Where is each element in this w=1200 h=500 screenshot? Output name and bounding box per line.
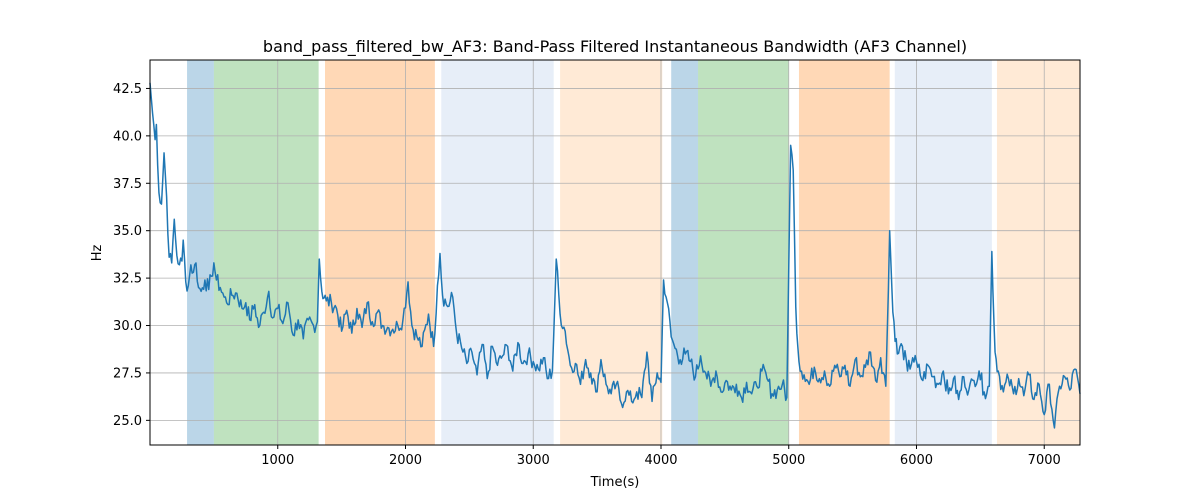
- x-tick-label-3: 3000: [517, 453, 550, 468]
- shaded-interval-4: [441, 60, 554, 445]
- shaded-interval-6: [671, 60, 699, 445]
- x-tick-label-4: 4000: [644, 453, 677, 468]
- shaded-interval-5: [560, 60, 663, 445]
- shaded-interval-7: [698, 60, 789, 445]
- axes-frame: [149, 59, 1081, 446]
- shaded-interval-8: [798, 60, 890, 445]
- chart-title: band_pass_filtered_bw_AF3: Band-Pass Fil…: [263, 37, 967, 57]
- shaded-interval-1: [187, 60, 214, 445]
- x-axis-ticks: 1000 2000 3000 4000 5000 6000 7000: [261, 445, 1061, 468]
- x-tick-label-7: 7000: [1028, 453, 1061, 468]
- shaded-intervals: [187, 60, 1080, 445]
- y-tick-label-7: 40.0: [113, 129, 142, 144]
- y-tick-label-4: 32.5: [113, 272, 142, 287]
- shaded-interval-9: [894, 60, 992, 445]
- y-tick-label-8: 42.5: [113, 82, 142, 97]
- shaded-interval-10: [996, 60, 1080, 445]
- y-axis-label: Hz: [90, 245, 105, 262]
- x-tick-label-6: 6000: [900, 453, 933, 468]
- shaded-interval-2: [213, 60, 319, 445]
- shaded-interval-3: [325, 60, 435, 445]
- y-tick-label-1: 25.0: [113, 414, 142, 429]
- y-tick-label-6: 37.5: [113, 177, 142, 192]
- x-tick-label-5: 5000: [772, 453, 805, 468]
- y-tick-label-5: 35.0: [113, 224, 142, 239]
- x-axis-label: Time(s): [590, 475, 640, 490]
- series-line-group: [149, 82, 1081, 429]
- y-axis-ticks: 25.0 27.5 30.0 32.5 35.0 37.5 40.0 42.5: [113, 82, 150, 429]
- y-tick-label-3: 30.0: [113, 319, 142, 334]
- series-line: [149, 82, 1081, 429]
- x-tick-label-1: 1000: [261, 453, 294, 468]
- y-tick-label-2: 27.5: [113, 366, 142, 381]
- x-tick-label-2: 2000: [389, 453, 422, 468]
